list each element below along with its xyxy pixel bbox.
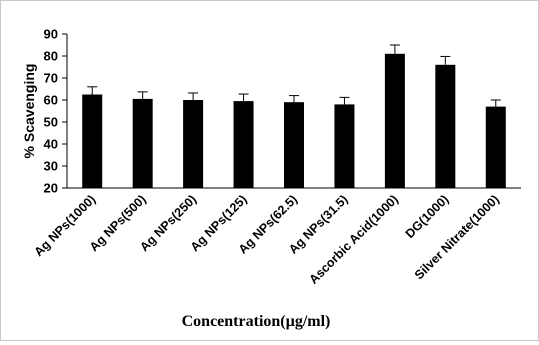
bar [183,100,204,188]
x-tick-labels: Ag NPs(1000)Ag NPs(500)Ag NPs(250)Ag NPs… [31,192,501,287]
bar [485,106,506,188]
y-tick-label: 40 [44,137,58,152]
y-axis-label: % Scavenging [21,64,37,159]
y-tick-label: 70 [44,71,58,86]
x-tick-label: DG(1000) [403,192,452,241]
error-bars [87,44,501,107]
bars [82,53,506,188]
y-tick-label: 50 [44,115,58,130]
y-tick-label: 60 [44,93,58,108]
bar [233,101,254,188]
x-tick-label: Ascorbic Acid(1000) [306,192,401,287]
x-tick-label: Silver Nitrate(1000) [412,192,502,282]
bar [132,98,153,188]
x-tick-label: Ag NPs(1000) [31,192,98,259]
bar [284,102,304,188]
bar-chart: 20 30 40 50 60 70 80 90 Ag NPs(1000)Ag NPs(500)… [21,27,521,330]
bar [384,53,405,188]
y-tick-label: 30 [44,159,58,174]
bar [82,94,103,188]
x-axis-label: Concentration(µg/ml) [182,313,331,330]
y-tick-label: 80 [44,49,58,64]
y-tick-label: 20 [44,181,58,196]
y-tick-labels: 20 30 40 50 60 70 80 90 [44,27,58,196]
y-tick-label: 90 [44,27,58,42]
bar [334,104,355,188]
bar [435,64,456,188]
